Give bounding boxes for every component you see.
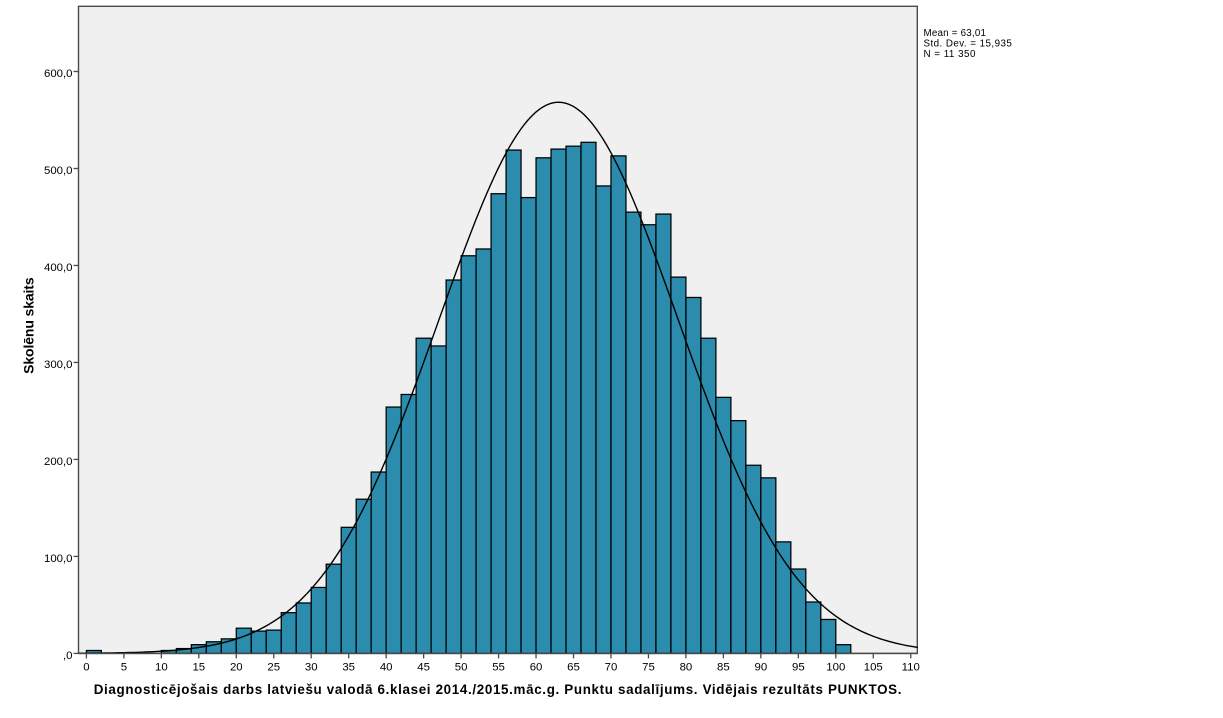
- svg-text:35: 35: [342, 661, 355, 673]
- svg-text:,0: ,0: [63, 650, 73, 662]
- svg-text:45: 45: [417, 661, 430, 673]
- svg-text:55: 55: [492, 661, 505, 673]
- svg-text:85: 85: [717, 661, 730, 673]
- svg-text:95: 95: [792, 661, 805, 673]
- svg-text:25: 25: [267, 661, 280, 673]
- svg-text:500,0: 500,0: [44, 165, 73, 177]
- svg-text:300,0: 300,0: [44, 359, 73, 371]
- svg-text:70: 70: [605, 661, 618, 673]
- svg-text:Mean = 63,01: Mean = 63,01: [924, 28, 987, 39]
- svg-text:10: 10: [155, 661, 168, 673]
- svg-text:Std. Dev. = 15,935: Std. Dev. = 15,935: [924, 39, 1013, 50]
- svg-text:Skolēnu skaits: Skolēnu skaits: [21, 277, 37, 374]
- svg-text:50: 50: [455, 661, 468, 673]
- svg-text:100,0: 100,0: [44, 553, 73, 565]
- svg-text:75: 75: [642, 661, 655, 673]
- svg-text:200,0: 200,0: [44, 456, 73, 468]
- svg-text:110: 110: [902, 661, 920, 673]
- svg-text:40: 40: [380, 661, 393, 673]
- svg-text:65: 65: [567, 661, 580, 673]
- svg-text:60: 60: [530, 661, 543, 673]
- svg-text:105: 105: [864, 661, 883, 673]
- svg-text:15: 15: [192, 661, 205, 673]
- svg-text:Diagnosticējošais darbs latvie: Diagnosticējošais darbs latviešu valodā …: [94, 682, 902, 697]
- svg-text:90: 90: [755, 661, 768, 673]
- svg-text:20: 20: [230, 661, 243, 673]
- svg-text:N = 11 350: N = 11 350: [924, 49, 976, 60]
- svg-text:0: 0: [83, 661, 89, 673]
- svg-text:400,0: 400,0: [44, 262, 73, 274]
- svg-text:80: 80: [680, 661, 693, 673]
- svg-text:600,0: 600,0: [44, 68, 73, 80]
- svg-text:100: 100: [826, 661, 845, 673]
- svg-text:30: 30: [305, 661, 318, 673]
- svg-text:5: 5: [121, 661, 127, 673]
